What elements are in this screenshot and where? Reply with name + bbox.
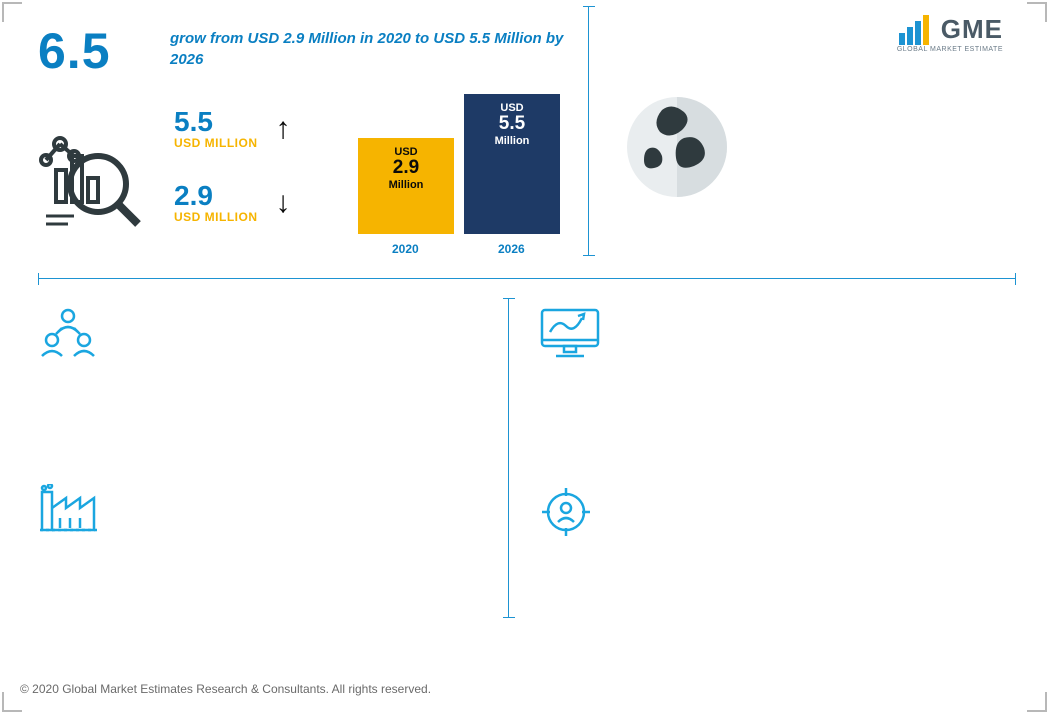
target-icon	[538, 484, 594, 545]
infographic-canvas: 6.5 grow from USD 2.9 Million in 2020 to…	[0, 0, 1049, 714]
stat-high-unit: USD MILLION	[174, 136, 258, 150]
bar-label-value: 2.9	[393, 158, 419, 179]
bar-label-million: Million	[495, 135, 530, 147]
bar-chart-bars: USD 2.9 Million USD 5.5 Million	[358, 94, 560, 234]
bar-2020: USD 2.9 Million	[358, 138, 454, 234]
gme-logo-mark-icon	[899, 15, 935, 45]
gme-logo-tagline: GLOBAL MARKET ESTIMATE	[897, 46, 1003, 53]
globe-icon	[622, 92, 732, 207]
vertical-divider-top	[588, 6, 589, 256]
stat-high: 5.5 USD MILLION ↑	[174, 108, 291, 150]
factory-icon	[38, 484, 102, 539]
stat-low-value: 2.9	[174, 182, 258, 210]
footer-copyright: © 2020 Global Market Estimates Research …	[20, 682, 431, 696]
stat-low-unit: USD MILLION	[174, 210, 258, 224]
bar-year-2020: 2020	[392, 242, 419, 256]
corner-bracket	[2, 2, 22, 22]
bar-label-value: 5.5	[499, 114, 525, 135]
horizontal-divider	[38, 278, 1016, 279]
corner-bracket	[1027, 2, 1047, 22]
mid-row: 5.5 USD MILLION ↑ 2.9 USD MILLION ↓ USD …	[38, 96, 1018, 264]
analytics-icon	[38, 126, 148, 241]
corner-bracket	[2, 692, 22, 712]
corner-bracket	[1027, 692, 1047, 712]
vertical-divider-bottom	[508, 298, 509, 618]
people-icon	[38, 306, 98, 365]
cagr-value: 6.5	[38, 22, 111, 80]
bar-2026: USD 5.5 Million	[464, 94, 560, 234]
arrow-down-icon: ↓	[276, 188, 291, 218]
gme-logo: GME	[899, 14, 1003, 45]
bar-chart: USD 2.9 Million USD 5.5 Million 2020 202…	[358, 96, 578, 256]
bar-label-million: Million	[389, 179, 424, 191]
monitor-icon	[538, 306, 602, 365]
lower-quadrants	[38, 298, 1016, 638]
gme-logo-text: GME	[941, 14, 1003, 45]
arrow-up-icon: ↑	[276, 114, 291, 144]
stat-high-value: 5.5	[174, 108, 258, 136]
bar-year-2026: 2026	[498, 242, 525, 256]
stat-low: 2.9 USD MILLION ↓	[174, 182, 291, 224]
growth-subtitle: grow from USD 2.9 Million in 2020 to USD…	[170, 28, 580, 70]
